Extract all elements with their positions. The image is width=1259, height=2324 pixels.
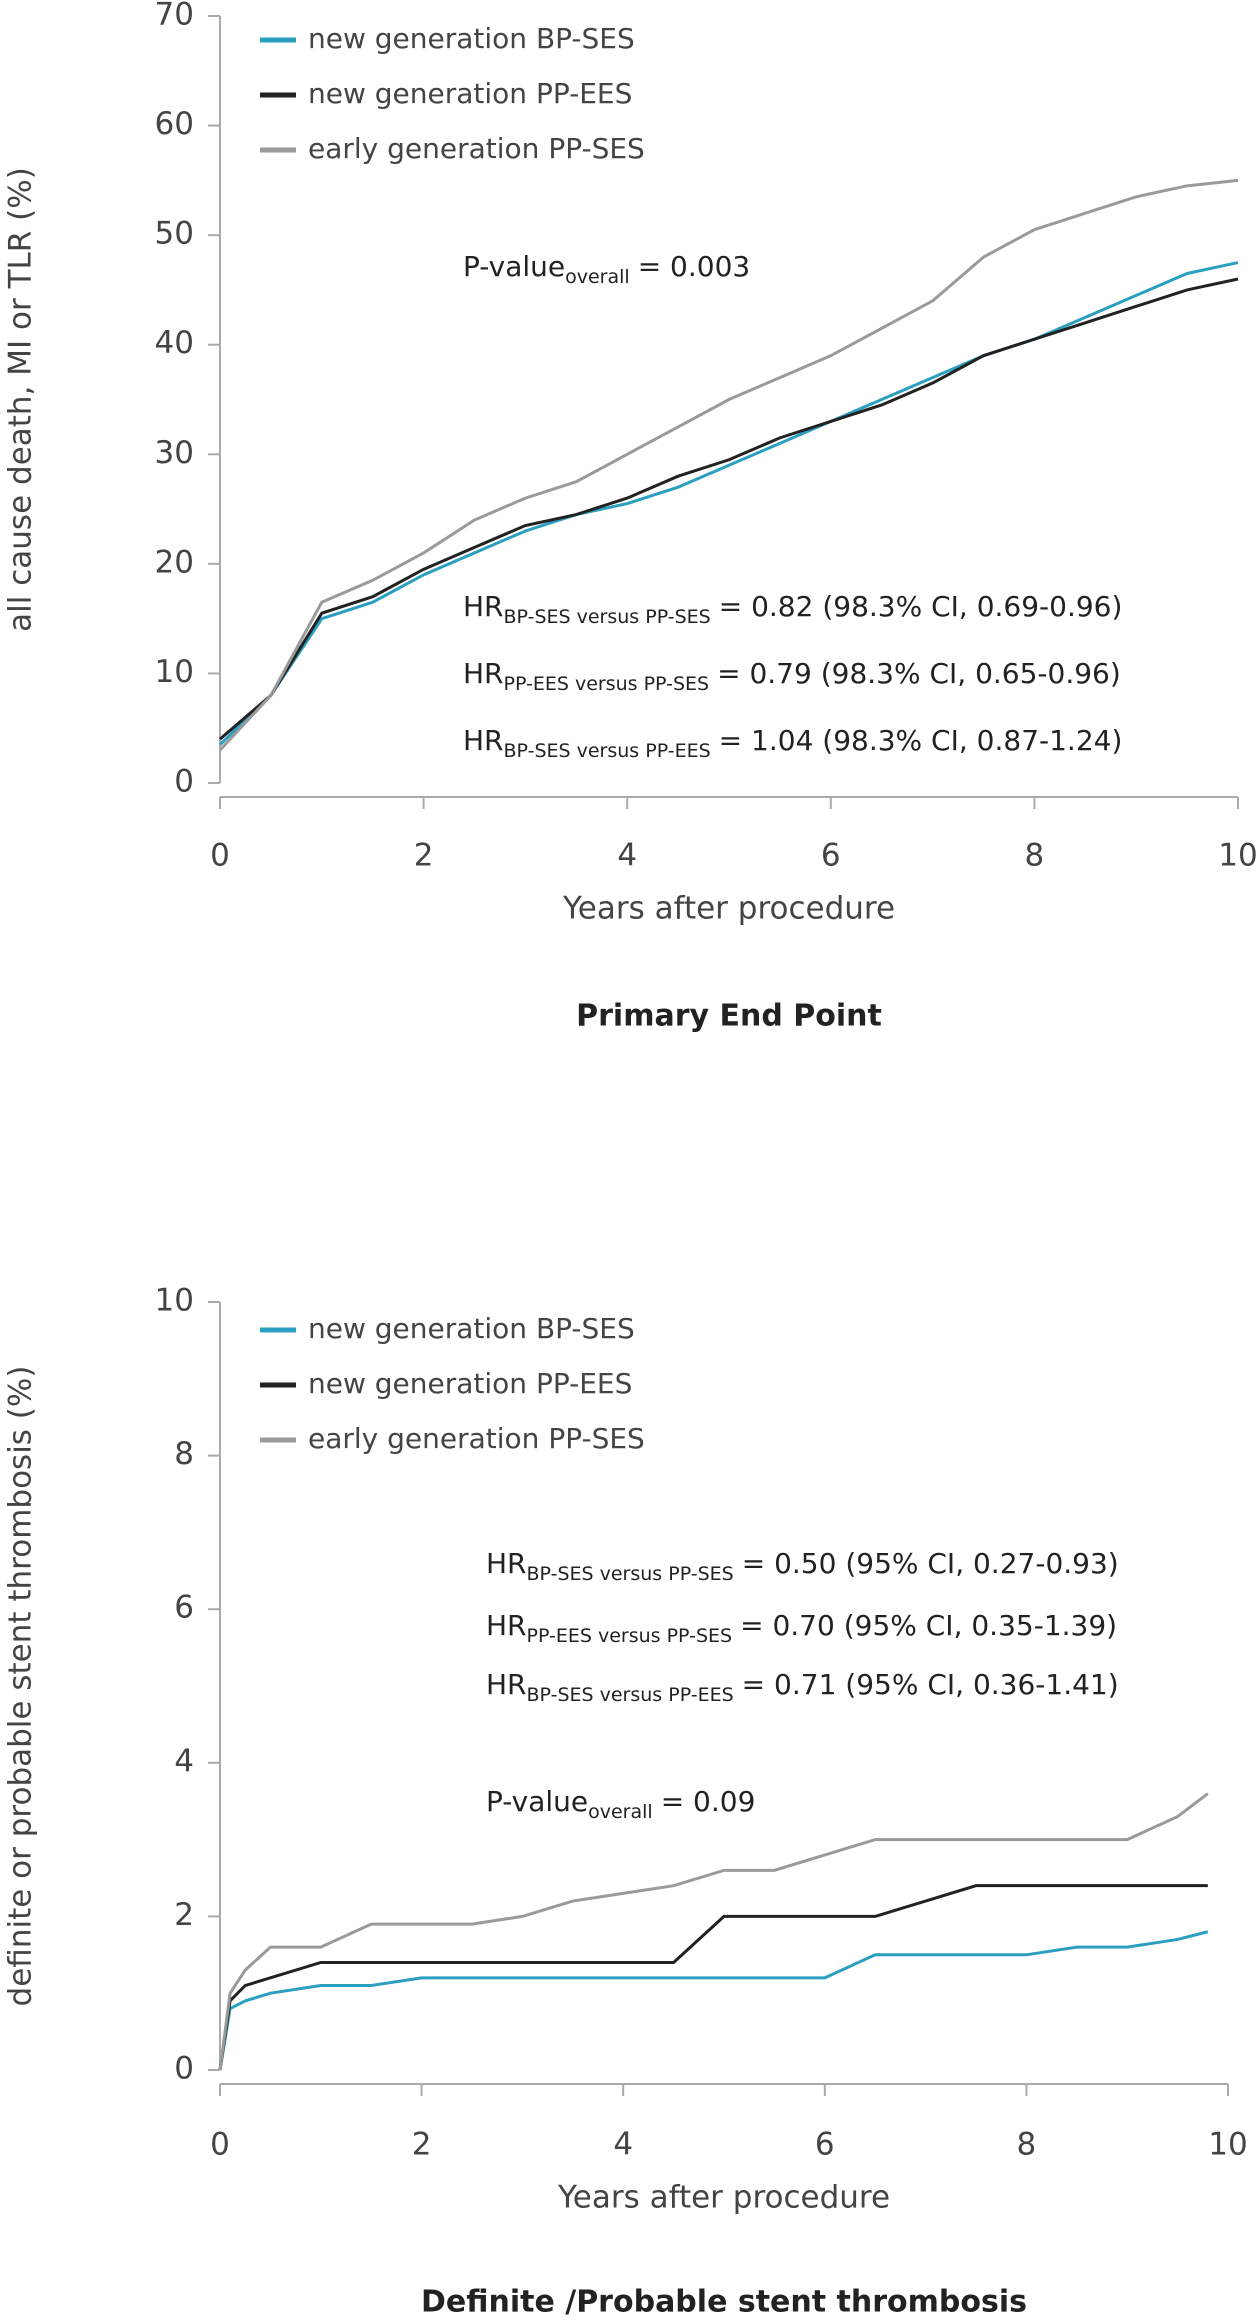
x-tick-label: 8 <box>1025 838 1045 874</box>
chart-caption: Primary End Point <box>576 999 882 1034</box>
annotation-rest: = 0.50 (95% CI, 0.27-0.93) <box>742 1547 1119 1580</box>
series-line <box>218 1930 1209 2071</box>
x-tick-label: 10 <box>1218 838 1257 874</box>
y-tick-label: 70 <box>155 0 194 33</box>
series-line <box>218 178 1239 752</box>
series-line <box>218 1884 1208 2071</box>
chart-caption: Definite /Probable stent thrombosis <box>421 2285 1027 2320</box>
annotation-main: P-value <box>463 250 565 283</box>
y-tick-label: 20 <box>155 544 194 580</box>
y-tick-label: 10 <box>155 654 194 690</box>
annotation-main: HR <box>463 724 504 757</box>
annotation-rest: = 0.79 (98.3% CI, 0.65-0.96) <box>717 657 1121 690</box>
x-tick-label: 6 <box>821 838 841 874</box>
annotation: HRBP-SES versus PP-SES = 0.50 (95% CI, 0.… <box>486 1547 1119 1585</box>
y-tick-label: 2 <box>174 1897 194 1933</box>
y-axis-label: all cause death, MI or TLR (%) <box>3 167 39 632</box>
y-tick-label: 60 <box>155 106 194 142</box>
legend-label: early generation PP-SES <box>308 1422 645 1455</box>
annotation-sub: PP-EES versus PP-SES <box>527 1625 733 1647</box>
annotation-rest: = 1.04 (98.3% CI, 0.87-1.24) <box>719 724 1123 757</box>
legend-label: early generation PP-SES <box>308 132 645 165</box>
annotation-rest: = 0.70 (95% CI, 0.35-1.39) <box>740 1609 1117 1642</box>
annotation-rest: = 0.71 (95% CI, 0.36-1.41) <box>742 1668 1119 1701</box>
y-tick-label: 0 <box>174 2051 194 2087</box>
y-tick-label: 4 <box>174 1743 194 1779</box>
y-tick-label: 50 <box>155 216 194 252</box>
annotation-sub: overall <box>565 266 630 288</box>
annotation-main: P-value <box>486 1785 588 1818</box>
annotation-main: HR <box>463 590 504 623</box>
annotation: P-valueoverall = 0.09 <box>486 1785 755 1823</box>
x-tick-label: 8 <box>1017 2127 1037 2163</box>
x-axis-label: Years after procedure <box>557 2180 890 2216</box>
y-tick-label: 8 <box>174 1436 194 1472</box>
annotation-rest: = 0.82 (98.3% CI, 0.69-0.96) <box>719 590 1123 623</box>
x-tick-label: 4 <box>617 838 637 874</box>
annotation: HRBP-SES versus PP-EES = 1.04 (98.3% CI, … <box>463 724 1122 762</box>
x-tick-label: 4 <box>613 2127 633 2163</box>
y-tick-label: 0 <box>174 764 194 800</box>
annotation-sub: BP-SES versus PP-EES <box>527 1684 734 1706</box>
annotation-sub: BP-SES versus PP-EES <box>504 740 711 762</box>
annotation-rest: = 0.003 <box>638 250 751 283</box>
x-tick-label: 10 <box>1208 2127 1247 2163</box>
y-tick-label: 40 <box>155 325 194 361</box>
x-tick-label: 2 <box>414 838 434 874</box>
y-tick-label: 10 <box>155 1283 194 1319</box>
annotation-sub: BP-SES versus PP-SES <box>527 1563 734 1585</box>
series-line <box>219 277 1239 741</box>
y-axis-label: definite or probable stent thrombosis (%… <box>3 1366 39 2007</box>
x-tick-label: 0 <box>210 2127 230 2163</box>
series-line <box>218 261 1239 746</box>
annotation-sub: BP-SES versus PP-SES <box>504 606 711 628</box>
legend-label: new generation PP-EES <box>308 1367 632 1400</box>
annotation: HRBP-SES versus PP-SES = 0.82 (98.3% CI, … <box>463 590 1122 628</box>
annotation-sub: PP-EES versus PP-SES <box>504 673 710 695</box>
annotation: HRBP-SES versus PP-EES = 0.71 (95% CI, 0.… <box>486 1668 1119 1706</box>
x-tick-label: 6 <box>815 2127 835 2163</box>
annotation-main: HR <box>486 1609 527 1642</box>
annotation-main: HR <box>486 1668 527 1701</box>
x-tick-label: 0 <box>210 838 230 874</box>
annotation-sub: overall <box>588 1801 653 1823</box>
annotation-main: HR <box>463 657 504 690</box>
series-line <box>218 1792 1209 2071</box>
y-tick-label: 6 <box>174 1590 194 1626</box>
x-tick-label: 2 <box>412 2127 432 2163</box>
annotation: HRPP-EES versus PP-SES = 0.70 (95% CI, 0.… <box>486 1609 1117 1647</box>
annotation: P-valueoverall = 0.003 <box>463 250 750 288</box>
legend-label: new generation BP-SES <box>308 1312 635 1345</box>
y-tick-label: 30 <box>155 435 194 471</box>
annotation-rest: = 0.09 <box>661 1785 756 1818</box>
annotation-main: HR <box>486 1547 527 1580</box>
legend-label: new generation PP-EES <box>308 77 632 110</box>
x-axis-label: Years after procedure <box>562 891 895 927</box>
legend-label: new generation BP-SES <box>308 22 635 55</box>
annotation: HRPP-EES versus PP-SES = 0.79 (98.3% CI, … <box>463 657 1121 695</box>
